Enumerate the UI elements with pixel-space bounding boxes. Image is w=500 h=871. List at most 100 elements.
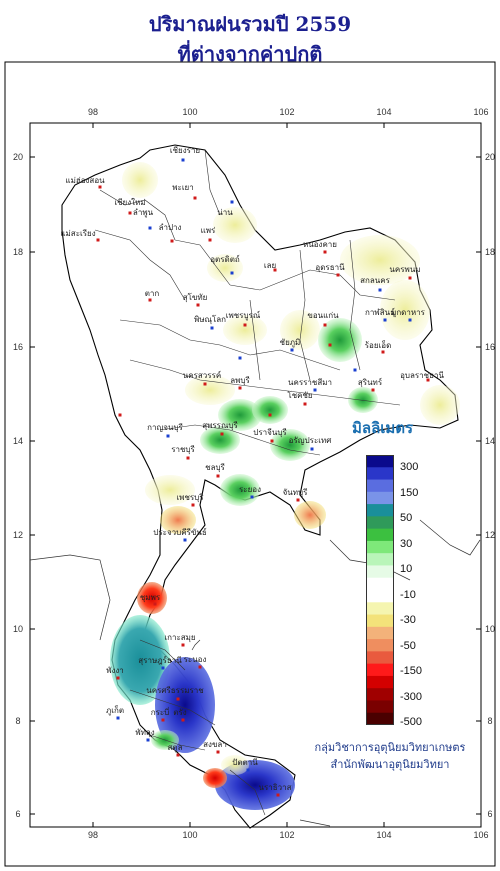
province-label: ตาก bbox=[145, 289, 160, 298]
station-marker bbox=[176, 753, 180, 757]
station-marker bbox=[148, 226, 152, 230]
station-marker bbox=[208, 238, 212, 242]
station-marker bbox=[128, 211, 132, 215]
province-label: แม่สะเรียง bbox=[60, 229, 95, 238]
station-marker bbox=[220, 432, 224, 436]
station-marker bbox=[166, 434, 170, 438]
province-borders bbox=[94, 149, 401, 816]
y-tick-label-left: 20 bbox=[13, 152, 23, 162]
province-label: นครพนม bbox=[389, 265, 420, 274]
map-title-line1: ปริมาณฝนรวมปี 2559 bbox=[148, 12, 352, 36]
province-label: ลำพูน bbox=[133, 208, 154, 218]
legend-color-bar bbox=[366, 455, 394, 725]
province-label: พิษณุโลก bbox=[194, 314, 226, 324]
legend-swatch bbox=[366, 590, 394, 603]
station-marker bbox=[378, 288, 382, 292]
credit-line2: สำนักพัฒนาอุตุนิยมวิทยา bbox=[330, 758, 450, 771]
province-label: ราชบุรี bbox=[171, 445, 195, 454]
province-label: กาญจนบุรี bbox=[147, 423, 183, 432]
province-label: น่าน bbox=[217, 208, 233, 217]
province-label: พัทลุง bbox=[135, 728, 154, 737]
province-label: นครศรีธรรมราช bbox=[146, 686, 204, 695]
province-label: เพชรบูรณ์ bbox=[226, 310, 261, 321]
station-marker bbox=[118, 413, 122, 417]
province-label: ตรัง bbox=[173, 708, 186, 717]
station-marker bbox=[336, 273, 340, 277]
station-marker bbox=[371, 388, 375, 392]
station-marker bbox=[323, 250, 327, 254]
province-label: หนองคาย bbox=[303, 240, 337, 249]
legend-label: 50 bbox=[400, 512, 413, 524]
station-marker bbox=[353, 368, 357, 372]
y-tick-label-left: 18 bbox=[13, 247, 23, 257]
province-label: แม่ฮ่องสอน bbox=[65, 176, 105, 185]
legend-swatch bbox=[366, 528, 394, 542]
legend-swatch bbox=[366, 639, 394, 652]
province-label: เชียงใหม่ bbox=[114, 198, 145, 207]
province-label: ชลบุรี bbox=[205, 463, 225, 472]
legend-swatch bbox=[366, 712, 394, 725]
legend-swatch bbox=[366, 565, 394, 579]
station-marker bbox=[186, 456, 190, 460]
station-marker bbox=[238, 356, 242, 360]
station-marker bbox=[230, 200, 234, 204]
province-label: ประจวบคีรีขันธ์ bbox=[153, 527, 207, 537]
legend-swatch bbox=[366, 516, 394, 530]
legend-swatch bbox=[366, 675, 394, 689]
station-marker bbox=[161, 718, 165, 722]
station-marker bbox=[426, 378, 430, 382]
province-label: ชัยภูมิ bbox=[280, 338, 301, 348]
station-marker bbox=[98, 185, 102, 189]
province-label: สุรินทร์ bbox=[358, 377, 383, 387]
province-label: เพชรบุรี bbox=[176, 493, 204, 502]
y-tick-label-left: 14 bbox=[13, 436, 23, 446]
legend-label: 150 bbox=[400, 486, 419, 499]
legend-swatch bbox=[366, 553, 394, 566]
y-tick-label-right: 20 bbox=[485, 152, 495, 162]
station-marker bbox=[191, 503, 195, 507]
province-label: ลพบุรี bbox=[230, 376, 250, 385]
province-label: ขอนแก่น bbox=[307, 311, 339, 320]
station-marker bbox=[243, 323, 247, 327]
neighbour-coastlines bbox=[29, 519, 481, 827]
x-tick-label-bottom: 106 bbox=[473, 830, 488, 840]
outer-frame bbox=[4, 61, 496, 867]
province-label: นครสวรรค์ bbox=[183, 370, 221, 380]
station-marker bbox=[303, 402, 307, 406]
y-tick-label-right: 16 bbox=[485, 342, 495, 352]
legend-swatch bbox=[366, 614, 394, 628]
province-label: สตูล bbox=[168, 743, 183, 753]
y-tick-label-right: 10 bbox=[485, 624, 495, 634]
province-label: แพร่ bbox=[201, 226, 216, 235]
station-marker bbox=[408, 276, 412, 280]
province-label: อรัญประเทศ bbox=[289, 436, 332, 445]
province-label: สกลนคร bbox=[360, 276, 390, 285]
province-label: กระบี่ bbox=[151, 706, 170, 717]
province-label: จันทบุรี bbox=[283, 488, 309, 497]
station-marker bbox=[203, 382, 207, 386]
legend-swatch bbox=[366, 602, 394, 616]
province-label: สุราษฎร์ธานี bbox=[138, 655, 182, 665]
province-label: โชคชัย bbox=[287, 390, 312, 400]
province-label: พะเยา bbox=[172, 183, 193, 192]
legend-swatch bbox=[366, 688, 394, 701]
y-tick-label-right: 14 bbox=[485, 436, 495, 446]
y-tick-label-left: 8 bbox=[15, 716, 20, 726]
y-tick-label-right: 12 bbox=[485, 530, 495, 540]
legend-swatch bbox=[366, 455, 394, 468]
station-marker bbox=[148, 298, 152, 302]
station-marker bbox=[170, 239, 174, 243]
station-marker bbox=[310, 447, 314, 451]
legend-label: 10 bbox=[400, 563, 413, 575]
province-label: ร้อยเอ็ด bbox=[365, 340, 392, 350]
station-marker bbox=[383, 318, 387, 322]
province-label: ชุมพร bbox=[140, 593, 161, 602]
x-tick-label-top: 104 bbox=[376, 107, 391, 117]
province-label: นราธิวาส bbox=[258, 783, 291, 792]
province-label: เชียงราย bbox=[170, 146, 200, 155]
station-marker bbox=[290, 348, 294, 352]
station-marker bbox=[181, 158, 185, 162]
station-marker bbox=[181, 718, 185, 722]
